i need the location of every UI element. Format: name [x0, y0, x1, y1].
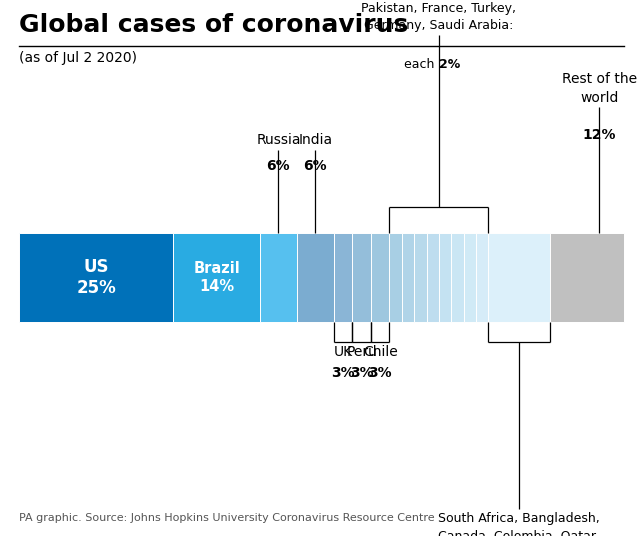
- Text: Brazil
14%: Brazil 14%: [193, 261, 240, 294]
- Bar: [476, 233, 488, 322]
- Text: UK: UK: [333, 345, 353, 359]
- Text: each: each: [404, 58, 439, 71]
- Text: 3%: 3%: [369, 366, 392, 380]
- Text: 3%: 3%: [332, 366, 355, 380]
- Text: 3%: 3%: [350, 366, 374, 380]
- Bar: [297, 233, 334, 322]
- Text: Chile: Chile: [363, 345, 397, 359]
- Bar: [414, 233, 426, 322]
- Text: Global cases of coronavirus: Global cases of coronavirus: [19, 13, 408, 38]
- Bar: [426, 233, 439, 322]
- Text: PA graphic. Source: Johns Hopkins University Coronavirus Resource Centre: PA graphic. Source: Johns Hopkins Univer…: [19, 512, 435, 523]
- Bar: [371, 233, 390, 322]
- Bar: [463, 233, 476, 322]
- Text: Peru: Peru: [346, 345, 377, 359]
- Bar: [451, 233, 463, 322]
- Bar: [353, 233, 371, 322]
- Text: Russia: Russia: [256, 133, 301, 147]
- Text: 6%: 6%: [303, 159, 327, 173]
- Text: (as of Jul 2 2020): (as of Jul 2 2020): [19, 51, 137, 65]
- Bar: [390, 233, 402, 322]
- Text: South Africa, Bangladesh,
Canada, Colombia, Qatar,
China, Egypt, Sweden,
Argenti: South Africa, Bangladesh, Canada, Colomb…: [429, 512, 609, 536]
- Text: 6%: 6%: [267, 159, 290, 173]
- Bar: [439, 233, 451, 322]
- Bar: [402, 233, 414, 322]
- Text: Spain, Italy, Mexico, Iran,
Pakistan, France, Turkey,
Germany, Saudi Arabia:: Spain, Italy, Mexico, Iran, Pakistan, Fr…: [360, 0, 518, 32]
- Bar: [173, 233, 260, 322]
- Bar: [550, 233, 624, 322]
- Text: 2%: 2%: [439, 58, 460, 71]
- Text: Rest of the
world: Rest of the world: [562, 72, 637, 105]
- Text: India: India: [298, 133, 333, 147]
- Text: US
25%: US 25%: [76, 258, 116, 297]
- Text: 12%: 12%: [582, 128, 616, 142]
- Bar: [260, 233, 297, 322]
- Bar: [19, 233, 173, 322]
- Bar: [488, 233, 550, 322]
- Bar: [334, 233, 353, 322]
